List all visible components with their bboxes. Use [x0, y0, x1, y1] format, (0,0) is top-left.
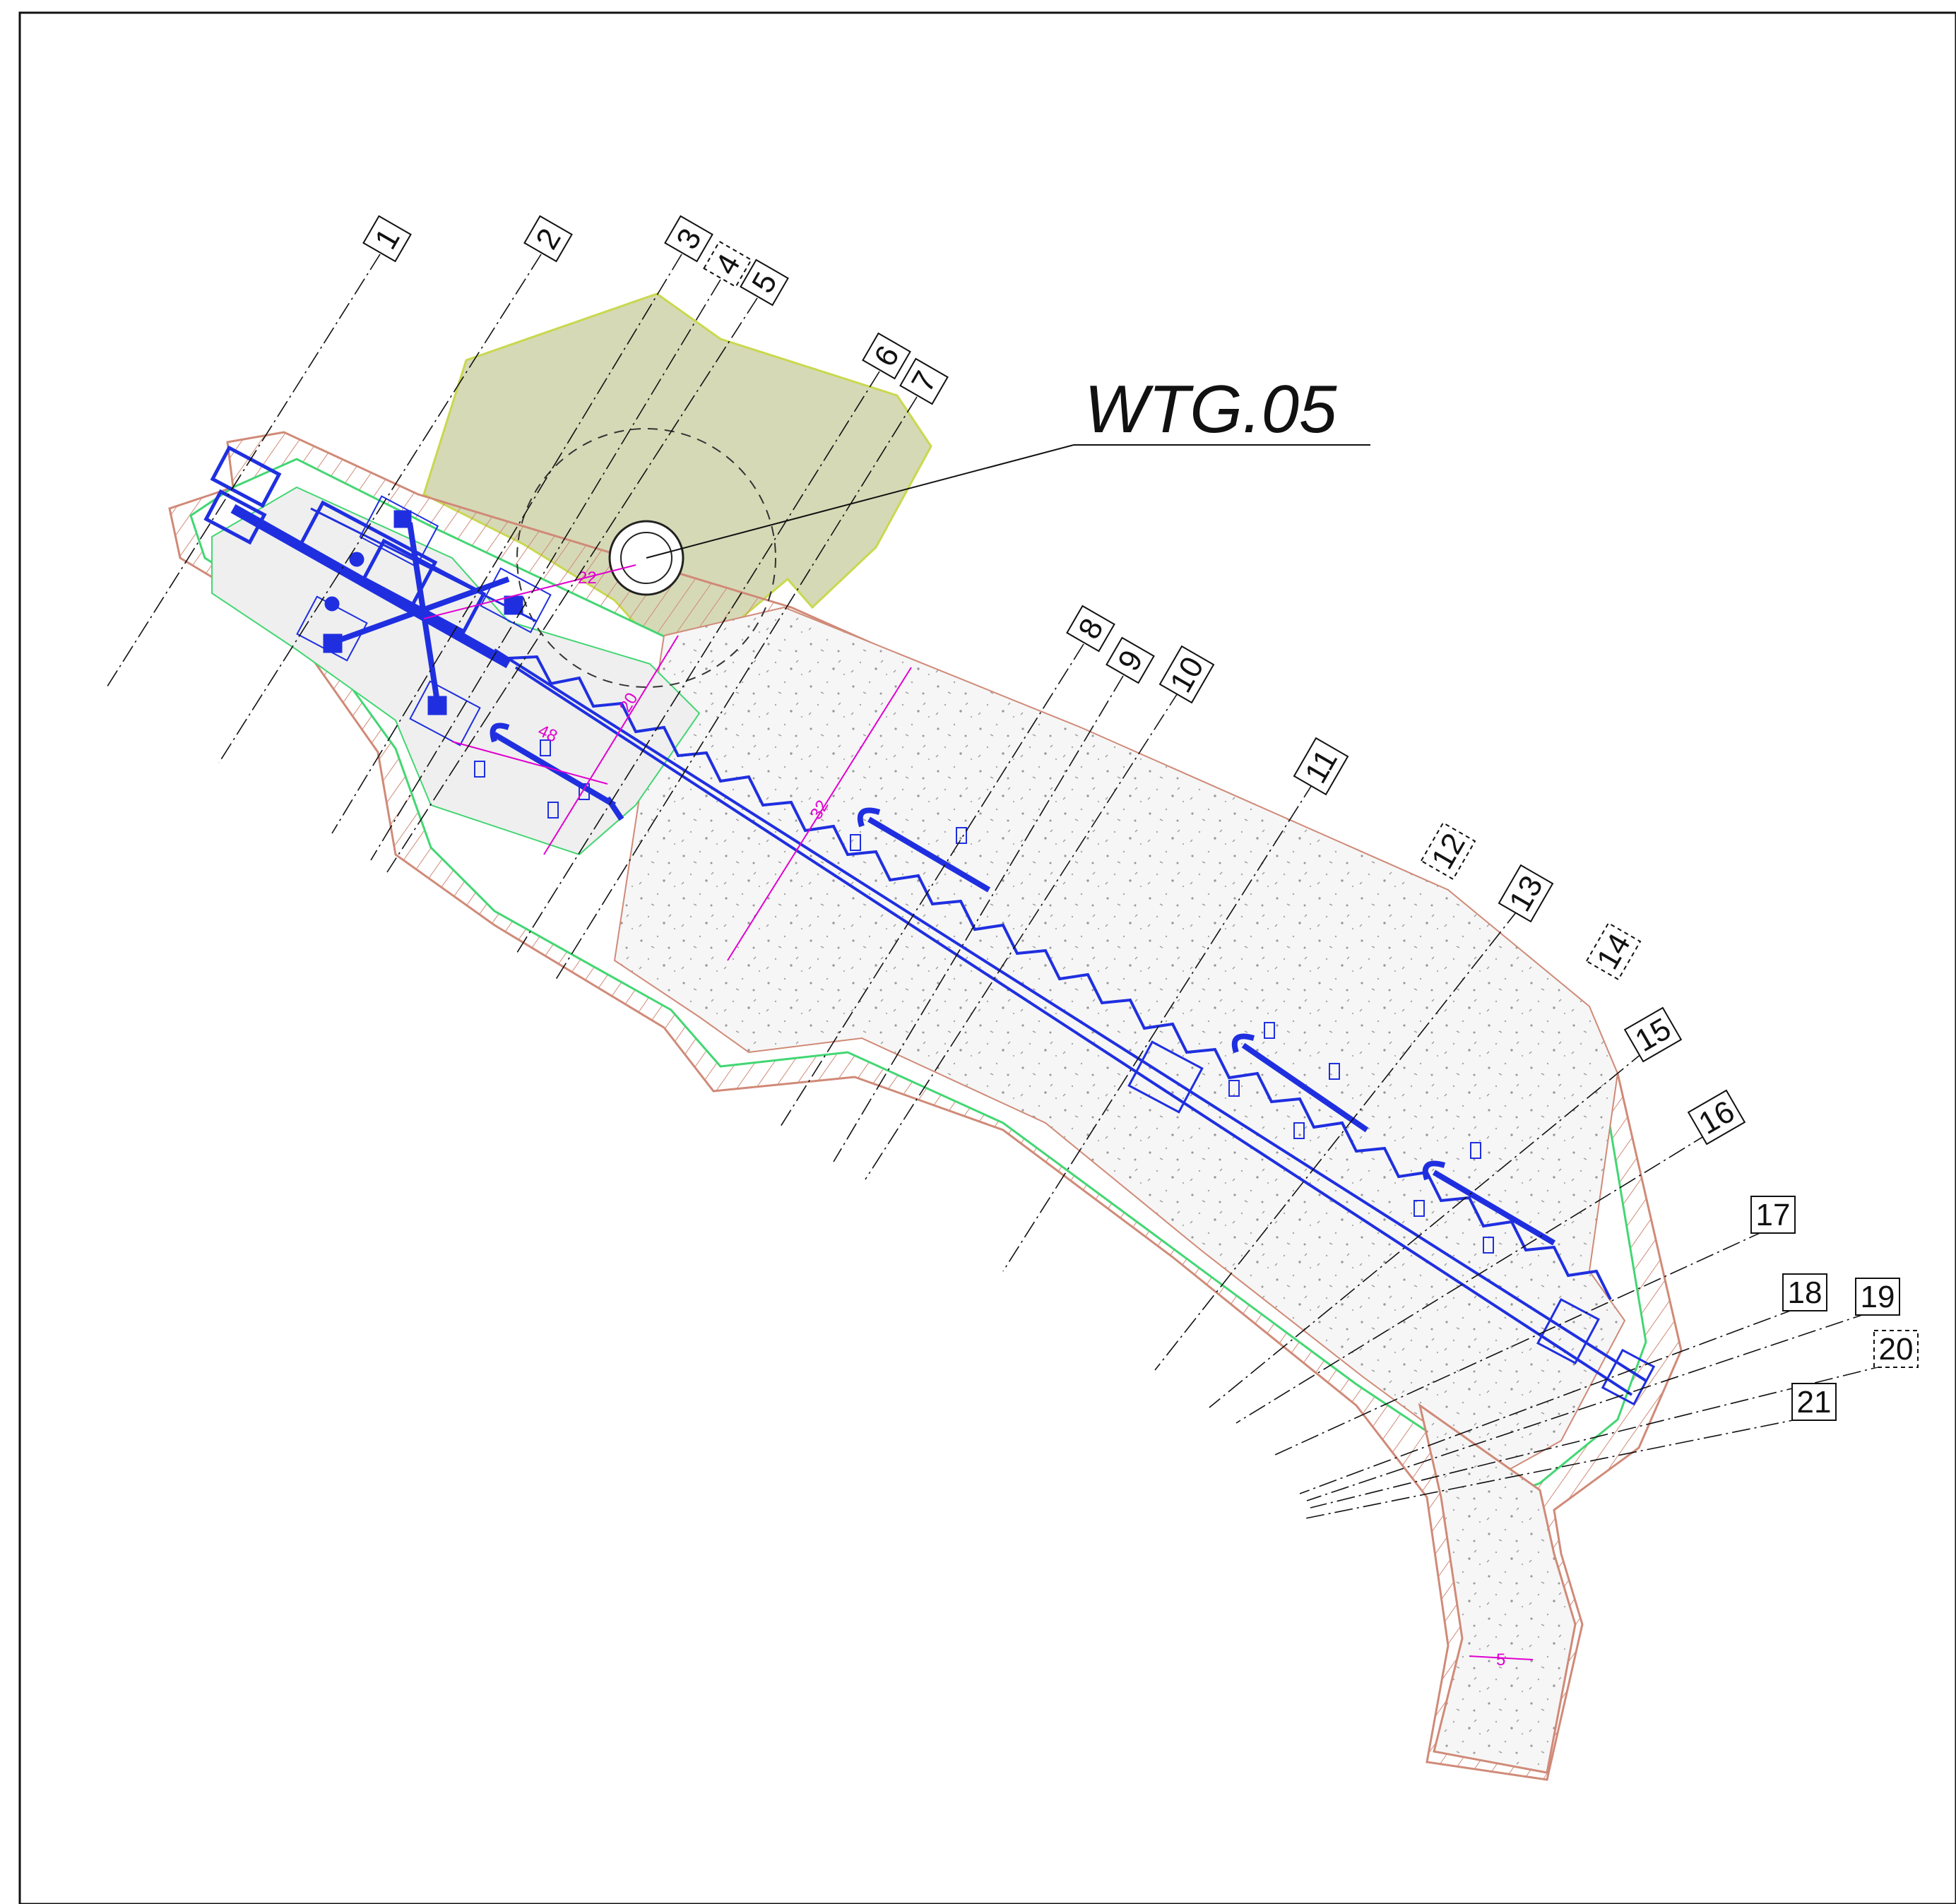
callout-leader-15 — [1209, 1049, 1647, 1408]
turbine-radius-circle — [516, 428, 776, 688]
dimension-lines — [423, 564, 1534, 1660]
callout-tag-3: 3 — [664, 215, 713, 263]
stored-components — [490, 722, 1556, 1246]
callout-leader-9 — [833, 675, 1124, 1162]
callout-tag-6: 6 — [862, 332, 911, 380]
callout-leader-17 — [1274, 1230, 1767, 1456]
callout-tag-16: 16 — [1687, 1089, 1746, 1146]
callout-leader-6 — [515, 371, 880, 956]
callout-tag-11: 11 — [1293, 737, 1349, 796]
callout-leader-5 — [386, 297, 758, 873]
callout-leader-21 — [1305, 1417, 1808, 1519]
callout-tag-21: 21 — [1791, 1383, 1837, 1421]
callout-box-8 — [1066, 605, 1115, 653]
callout-leader-7 — [554, 396, 918, 982]
callout-box-7 — [899, 357, 949, 405]
callout-box-1 — [362, 215, 412, 263]
callout-tag-13: 13 — [1498, 864, 1554, 923]
assembly-area — [211, 486, 701, 856]
turbine-leader — [646, 444, 1074, 559]
callout-tag-5: 5 — [740, 258, 789, 307]
access-road — [1418, 1403, 1577, 1774]
callout-tag-17: 17 — [1750, 1196, 1796, 1234]
callout-tag-8: 8 — [1066, 605, 1115, 653]
callout-tag-20: 20 — [1873, 1330, 1919, 1368]
callout-number-19: 19 — [1861, 1280, 1895, 1314]
callout-leader-13 — [1154, 908, 1519, 1371]
callout-box-11 — [1293, 737, 1349, 796]
callout-tag-15: 15 — [1623, 1006, 1683, 1063]
callout-box-19 — [1855, 1278, 1900, 1316]
callout-leader-16 — [1235, 1132, 1710, 1424]
callout-tag-10: 10 — [1158, 645, 1215, 704]
callout-leader-11 — [1002, 781, 1315, 1272]
callout-box-6 — [862, 332, 911, 380]
callout-box-15 — [1623, 1006, 1683, 1063]
callout-box-3 — [664, 215, 713, 263]
boom-supports — [1127, 1040, 1656, 1406]
turbine-tower — [620, 532, 672, 584]
outrigger-mats — [296, 495, 552, 746]
callout-leader-8 — [780, 643, 1084, 1127]
callout-leader-2 — [218, 254, 542, 763]
callout-number-21: 21 — [1797, 1385, 1832, 1420]
callout-tag-2: 2 — [523, 215, 573, 263]
callout-box-2 — [523, 215, 573, 263]
callout-box-5 — [740, 258, 789, 307]
callout-leader-10 — [865, 689, 1180, 1180]
callout-number-20: 20 — [1879, 1332, 1914, 1367]
callout-leader-3 — [331, 254, 682, 834]
callout-tag-9: 9 — [1106, 636, 1155, 684]
callout-number-17: 17 — [1756, 1198, 1791, 1232]
callout-tag-7: 7 — [899, 357, 949, 405]
callout-box-16 — [1687, 1089, 1746, 1146]
dim-road-width-label: 5 — [1496, 1650, 1505, 1670]
callout-box-10 — [1158, 645, 1215, 704]
drawing-frame — [18, 11, 1956, 1904]
callout-tag-14: 14 — [1585, 922, 1642, 981]
callout-number-18: 18 — [1788, 1275, 1822, 1310]
callout-box-9 — [1106, 636, 1155, 684]
callout-leader-18 — [1299, 1307, 1798, 1494]
callout-box-20 — [1873, 1330, 1919, 1368]
callout-tag-1: 1 — [362, 215, 412, 263]
callout-box-17 — [1750, 1196, 1796, 1234]
callout-box-18 — [1782, 1273, 1827, 1311]
component-supports — [474, 739, 1494, 1254]
callout-leader-19 — [1306, 1311, 1871, 1501]
callout-tag-12: 12 — [1420, 821, 1476, 881]
callout-tag-19: 19 — [1855, 1278, 1900, 1316]
lattice-boom — [493, 648, 1647, 1396]
gravel-crane-pad — [613, 606, 1626, 1477]
callout-box-13 — [1498, 864, 1554, 923]
callout-leader-4 — [370, 279, 721, 861]
callout-box-21 — [1791, 1383, 1837, 1421]
crawler-crane — [203, 445, 538, 715]
turbine-label: WTG.05 — [1084, 371, 1337, 447]
callout-tag-18: 18 — [1782, 1273, 1827, 1311]
